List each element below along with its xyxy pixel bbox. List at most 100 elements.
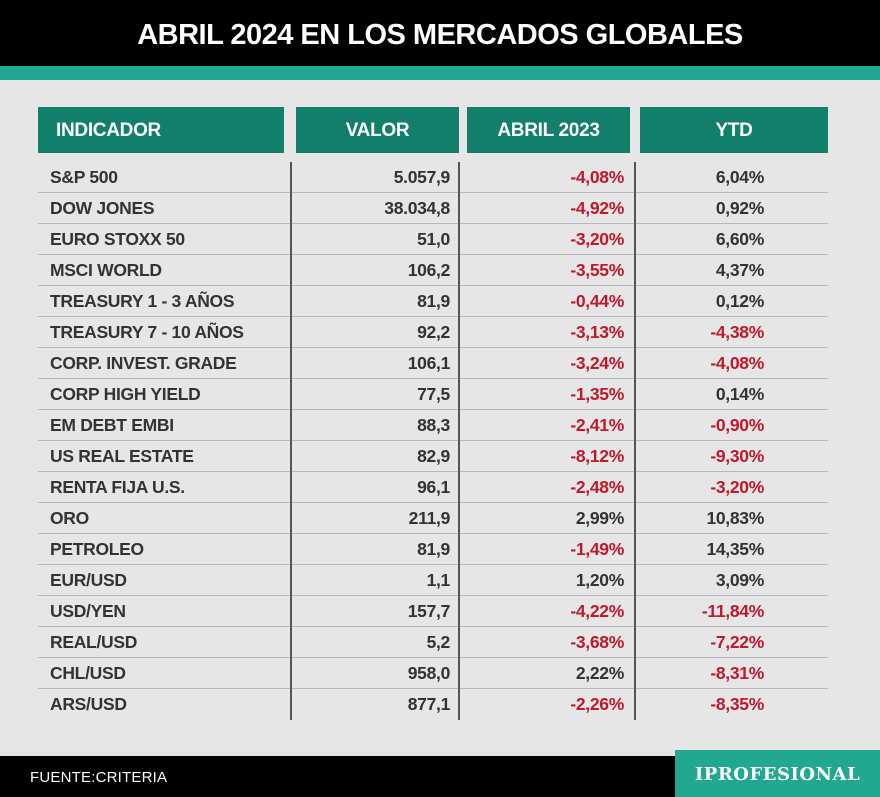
table-row: US REAL ESTATE 82,9 -8,12% -9,30% — [38, 441, 828, 472]
cell-abril-2023: -3,13% — [458, 317, 634, 348]
cell-abril-2023: -4,22% — [458, 596, 634, 627]
cell-abril-2023: -3,24% — [458, 348, 634, 379]
cell-indicador: US REAL ESTATE — [50, 446, 194, 466]
cell-ytd: 4,37% — [634, 255, 828, 286]
cell-indicador: CORP HIGH YIELD — [50, 384, 201, 404]
table-row: EUR/USD 1,1 1,20% 3,09% — [38, 565, 828, 596]
cell-indicador: CHL/USD — [50, 663, 126, 683]
cell-abril-2023: -4,92% — [458, 193, 634, 224]
column-header-indicador: INDICADOR — [38, 107, 284, 153]
cell-valor: 77,5 — [290, 379, 458, 410]
table-row: CORP HIGH YIELD 77,5 -1,35% 0,14% — [38, 379, 828, 410]
cell-indicador: RENTA FIJA U.S. — [50, 477, 185, 497]
cell-ytd: 0,14% — [634, 379, 828, 410]
cell-indicador: CORP. INVEST. GRADE — [50, 353, 237, 373]
cell-ytd: 0,12% — [634, 286, 828, 317]
cell-valor: 81,9 — [290, 286, 458, 317]
cell-valor: 157,7 — [290, 596, 458, 627]
cell-valor: 51,0 — [290, 224, 458, 255]
table-row: EURO STOXX 50 51,0 -3,20% 6,60% — [38, 224, 828, 255]
cell-abril-2023: -4,08% — [458, 162, 634, 193]
cell-valor: 106,2 — [290, 255, 458, 286]
column-header-valor: VALOR — [296, 107, 459, 153]
table-row: ORO 211,9 2,99% 10,83% — [38, 503, 828, 534]
cell-abril-2023: -3,55% — [458, 255, 634, 286]
cell-abril-2023: -3,68% — [458, 627, 634, 658]
cell-ytd: -8,35% — [634, 689, 828, 720]
table-row: MSCI WORLD 106,2 -3,55% 4,37% — [38, 255, 828, 286]
cell-valor: 877,1 — [290, 689, 458, 720]
cell-abril-2023: -0,44% — [458, 286, 634, 317]
cell-valor: 92,2 — [290, 317, 458, 348]
table-row: EM DEBT EMBI 88,3 -2,41% -0,90% — [38, 410, 828, 441]
table-row: CORP. INVEST. GRADE 106,1 -3,24% -4,08% — [38, 348, 828, 379]
cell-indicador: ARS/USD — [50, 694, 127, 714]
cell-abril-2023: 2,99% — [458, 503, 634, 534]
table-row: USD/YEN 157,7 -4,22% -11,84% — [38, 596, 828, 627]
cell-ytd: 6,60% — [634, 224, 828, 255]
cell-valor: 96,1 — [290, 472, 458, 503]
accent-band — [0, 66, 880, 80]
cell-valor: 5.057,9 — [290, 162, 458, 193]
source-note: FUENTE:CRITERIA — [30, 769, 168, 786]
cell-abril-2023: -2,41% — [458, 410, 634, 441]
cell-indicador: MSCI WORLD — [50, 260, 162, 280]
cell-abril-2023: -1,49% — [458, 534, 634, 565]
cell-valor: 38.034,8 — [290, 193, 458, 224]
cell-ytd: -9,30% — [634, 441, 828, 472]
cell-indicador: S&P 500 — [50, 167, 118, 187]
cell-valor: 1,1 — [290, 565, 458, 596]
cell-valor: 958,0 — [290, 658, 458, 689]
table-row: REAL/USD 5,2 -3,68% -7,22% — [38, 627, 828, 658]
table-row: ARS/USD 877,1 -2,26% -8,35% — [38, 689, 828, 720]
cell-indicador: TREASURY 7 - 10 AÑOS — [50, 322, 244, 342]
table-row: TREASURY 1 - 3 AÑOS 81,9 -0,44% 0,12% — [38, 286, 828, 317]
cell-ytd: 6,04% — [634, 162, 828, 193]
cell-ytd: -7,22% — [634, 627, 828, 658]
cell-ytd: 0,92% — [634, 193, 828, 224]
cell-abril-2023: -8,12% — [458, 441, 634, 472]
cell-valor: 106,1 — [290, 348, 458, 379]
cell-valor: 88,3 — [290, 410, 458, 441]
cell-abril-2023: 1,20% — [458, 565, 634, 596]
table-row: RENTA FIJA U.S. 96,1 -2,48% -3,20% — [38, 472, 828, 503]
cell-indicador: DOW JONES — [50, 198, 155, 218]
cell-ytd: 14,35% — [634, 534, 828, 565]
cell-indicador: REAL/USD — [50, 632, 138, 652]
table-row: PETROLEO 81,9 -1,49% 14,35% — [38, 534, 828, 565]
table-row: S&P 500 5.057,9 -4,08% 6,04% — [38, 162, 828, 193]
table-body: S&P 500 5.057,9 -4,08% 6,04% DOW JONES 38.034… — [38, 162, 828, 720]
cell-indicador: EUR/USD — [50, 570, 127, 590]
cell-ytd: -0,90% — [634, 410, 828, 441]
cell-abril-2023: -2,48% — [458, 472, 634, 503]
column-header-ytd: YTD — [640, 107, 828, 153]
cell-abril-2023: -3,20% — [458, 224, 634, 255]
cell-ytd: -4,38% — [634, 317, 828, 348]
cell-indicador: USD/YEN — [50, 601, 126, 621]
column-header-abril-2023: ABRIL 2023 — [467, 107, 630, 153]
cell-indicador: EM DEBT EMBI — [50, 415, 174, 435]
cell-indicador: ORO — [50, 508, 89, 528]
cell-abril-2023: -1,35% — [458, 379, 634, 410]
cell-valor: 211,9 — [290, 503, 458, 534]
brand-logo: IPROFESIONAL — [675, 750, 880, 797]
cell-ytd: -11,84% — [634, 596, 828, 627]
cell-ytd: -3,20% — [634, 472, 828, 503]
cell-valor: 81,9 — [290, 534, 458, 565]
cell-abril-2023: 2,22% — [458, 658, 634, 689]
cell-indicador: PETROLEO — [50, 539, 144, 559]
cell-ytd: 10,83% — [634, 503, 828, 534]
cell-valor: 5,2 — [290, 627, 458, 658]
cell-indicador: TREASURY 1 - 3 AÑOS — [50, 291, 235, 311]
page-title: ABRIL 2024 EN LOS MERCADOS GLOBALES — [137, 19, 743, 51]
cell-ytd: -4,08% — [634, 348, 828, 379]
cell-abril-2023: -2,26% — [458, 689, 634, 720]
cell-valor: 82,9 — [290, 441, 458, 472]
cell-ytd: -8,31% — [634, 658, 828, 689]
title-bar: ABRIL 2024 EN LOS MERCADOS GLOBALES — [0, 0, 880, 66]
cell-indicador: EURO STOXX 50 — [50, 229, 185, 249]
cell-ytd: 3,09% — [634, 565, 828, 596]
table-row: CHL/USD 958,0 2,22% -8,31% — [38, 658, 828, 689]
table-row: DOW JONES 38.034,8 -4,92% 0,92% — [38, 193, 828, 224]
table-row: TREASURY 7 - 10 AÑOS 92,2 -3,13% -4,38% — [38, 317, 828, 348]
